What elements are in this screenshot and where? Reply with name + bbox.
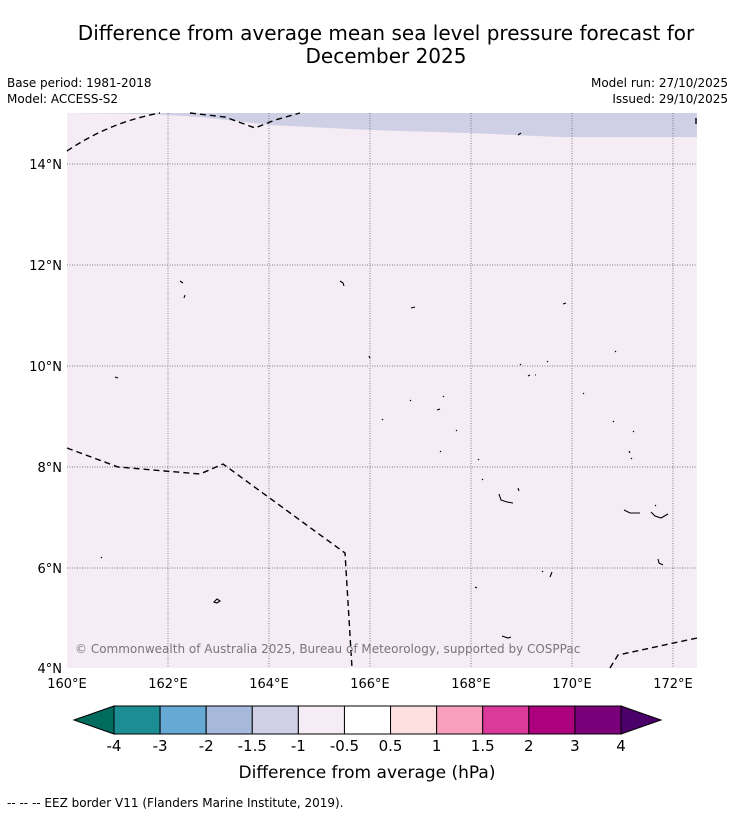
colorbar-cell — [205, 705, 253, 735]
colorbar-cell — [528, 705, 576, 735]
colorbar-tick-label: -3 — [153, 737, 168, 755]
lat-label: 6°N — [38, 562, 63, 577]
gridlines — [67, 113, 697, 668]
colorbar-cell — [297, 705, 345, 735]
colorbar-under-arrow — [72, 705, 115, 735]
meta-right: Model run: 27/10/2025 Issued: 29/10/2025 — [591, 75, 728, 107]
island — [562, 302, 567, 305]
colorbar-cells — [113, 705, 622, 735]
title-line-1: Difference from average mean sea level p… — [77, 21, 695, 45]
island — [582, 350, 635, 433]
eez-border-nw — [66, 112, 161, 152]
chart-title: Difference from average mean sea level p… — [0, 22, 736, 68]
lon-label: 160°E — [47, 677, 87, 692]
title-line-2: December 2025 — [305, 44, 467, 68]
lon-label: 172°E — [653, 677, 693, 692]
colorbar-tick-label: 1.5 — [471, 737, 495, 755]
meta-left: Base period: 1981-2018 Model: ACCESS-S2 — [7, 75, 152, 107]
eez-borders — [66, 112, 698, 669]
colorbar-tick-label: 0.5 — [379, 737, 403, 755]
lat-label: 8°N — [38, 461, 63, 476]
lat-label: 10°N — [29, 360, 62, 375]
issued-date: Issued: 29/10/2025 — [612, 92, 728, 106]
island — [519, 360, 549, 377]
island — [517, 132, 522, 136]
colorbar-cell — [159, 705, 207, 735]
colorbar-over-arrow — [620, 705, 663, 735]
colorbar-cell — [343, 705, 392, 735]
island — [368, 355, 371, 359]
island — [410, 306, 416, 309]
eez-border-se — [609, 637, 698, 669]
colorbar-cell — [251, 705, 299, 735]
lat-label: 12°N — [29, 259, 62, 274]
colorbar-tick-label: -0.5 — [330, 737, 359, 755]
model-run: Model run: 27/10/2025 — [590, 76, 728, 90]
model-name: Model: ACCESS-S2 — [7, 92, 119, 106]
eez-border-n — [189, 112, 301, 129]
lat-label: 14°N — [29, 158, 62, 173]
lon-label: 162°E — [148, 677, 188, 692]
colorbar-tick-label: -1 — [291, 737, 306, 755]
island — [114, 376, 119, 379]
islands — [100, 132, 669, 639]
island — [474, 586, 512, 639]
eez-legend: -- -- -- EEZ border V11 (Flanders Marine… — [7, 796, 344, 810]
lon-label: 164°E — [249, 677, 289, 692]
lon-label: 166°E — [350, 677, 390, 692]
lat-label: 4°N — [38, 662, 63, 677]
colorbar-label: Difference from average (hPa) — [239, 763, 496, 783]
lat-labels: 14°N 12°N 10°N 8°N 6°N 4°N — [29, 158, 62, 677]
base-period: Base period: 1981-2018 — [7, 76, 152, 90]
island — [339, 280, 345, 287]
colorbar-cell — [390, 705, 438, 735]
island — [498, 487, 520, 504]
colorbar-cell — [113, 705, 161, 735]
colorbar-tick-label: 2 — [524, 737, 534, 755]
colorbar: -4 -3 -2 -1.5 -1 -0.5 0.5 1 1.5 2 3 4 Difference fr… — [72, 705, 663, 783]
colorbar-tick-label: 1 — [432, 737, 442, 755]
colorbar-tick-label: -1.5 — [238, 737, 267, 755]
colorbar-tick-label: 3 — [570, 737, 580, 755]
colorbar-tick-label: 4 — [616, 737, 626, 755]
colorbar-cell — [574, 705, 622, 735]
lon-label: 168°E — [451, 677, 491, 692]
island — [654, 504, 664, 566]
lon-label: 170°E — [552, 677, 592, 692]
copyright-text: © Commonwealth of Australia 2025, Bureau… — [75, 642, 580, 656]
colorbar-tick-label: -2 — [199, 737, 214, 755]
colorbar-tick-label: -4 — [107, 737, 122, 755]
anomaly-field-band — [67, 113, 697, 137]
island — [477, 458, 484, 481]
colorbar-ticks: -4 -3 -2 -1.5 -1 -0.5 0.5 1 1.5 2 3 4 — [107, 737, 626, 755]
island — [381, 395, 458, 453]
colorbar-cell — [436, 705, 484, 735]
island — [541, 570, 553, 578]
island — [100, 556, 103, 559]
anomaly-field-background — [67, 113, 697, 668]
island — [179, 280, 186, 299]
island — [628, 450, 633, 460]
colorbar-cell — [482, 705, 530, 735]
island — [212, 598, 221, 604]
island — [623, 509, 669, 519]
lon-labels: 160°E 162°E 164°E 166°E 168°E 170°E 172°… — [47, 677, 693, 692]
eez-border-w — [66, 447, 353, 669]
